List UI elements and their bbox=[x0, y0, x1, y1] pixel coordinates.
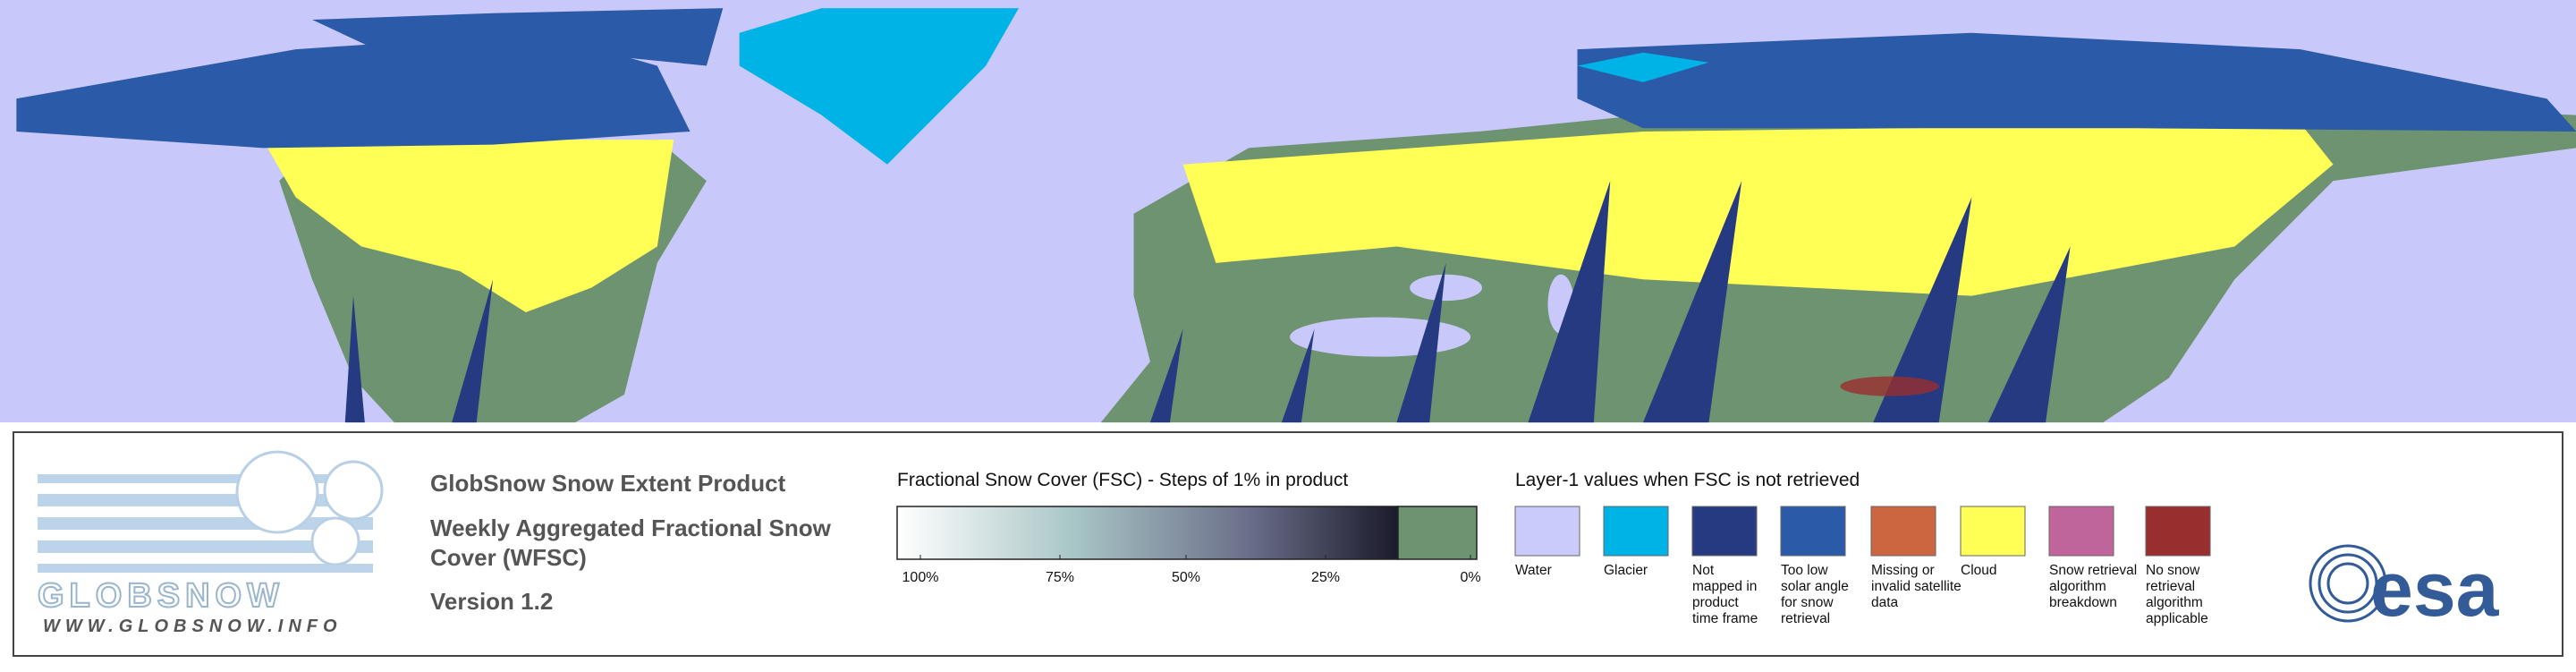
legend-swatch bbox=[1514, 506, 1580, 557]
legend-swatch bbox=[1780, 506, 1846, 557]
legend-swatch bbox=[1960, 506, 2026, 557]
legend-swatch bbox=[2145, 506, 2211, 557]
legend-label: algorithm bbox=[2049, 579, 2106, 594]
legend-label: solar angle bbox=[1781, 579, 1849, 594]
agency-name: esa bbox=[2370, 547, 2500, 633]
product-subtitle: Cover (WFSC) bbox=[430, 544, 587, 571]
legend-label: data bbox=[1871, 595, 1899, 610]
fsc-tick-label: 75% bbox=[1046, 570, 1074, 585]
product-subtitle: Weekly Aggregated Fractional Snow bbox=[430, 515, 832, 541]
legend-label: Cloud bbox=[1961, 563, 1997, 578]
legend-label: No snow bbox=[2146, 563, 2200, 578]
fsc-ticks: 100% 75% 50% 25% 0% bbox=[902, 555, 1481, 585]
product-version: Version 1.2 bbox=[430, 588, 553, 615]
legend-swatch bbox=[1870, 506, 1936, 557]
legend-label: algorithm bbox=[2146, 595, 2203, 610]
legend-label: Too low bbox=[1781, 563, 1828, 578]
fsc-tick-label: 0% bbox=[1460, 570, 1480, 585]
legend-label: Missing or bbox=[1871, 563, 1935, 578]
legend-label: for snow bbox=[1781, 595, 1834, 610]
landmasses bbox=[16, 8, 2576, 423]
legend-label: Snow retrieval bbox=[2049, 563, 2137, 578]
legend-label: Water bbox=[1515, 563, 1552, 578]
fsc-tick-label: 100% bbox=[902, 570, 939, 585]
legend-label: breakdown bbox=[2049, 595, 2117, 610]
legend-label: Glacier bbox=[1604, 563, 1648, 578]
legend-label: product bbox=[1692, 595, 1739, 610]
fsc-colorbar bbox=[896, 506, 1399, 560]
logo-name: GLOBSNOW bbox=[38, 577, 284, 615]
globsnow-logo: GLOBSNOW WWW.GLOBSNOW.INFO bbox=[37, 450, 384, 636]
legend-swatch bbox=[1603, 506, 1669, 557]
logo-url: WWW.GLOBSNOW.INFO bbox=[43, 617, 343, 636]
map bbox=[0, 0, 2576, 423]
legend-label: applicable bbox=[2146, 611, 2208, 626]
product-title: GlobSnow Snow Extent Product bbox=[430, 470, 786, 497]
fsc-tick-label: 50% bbox=[1172, 570, 1200, 585]
legend-label: mapped in bbox=[1692, 579, 1757, 594]
fsc-tick-label: 25% bbox=[1311, 570, 1340, 585]
layer1-title: Layer-1 values when FSC is not retrieved bbox=[1515, 470, 1860, 490]
legend-label: invalid satellite bbox=[1871, 579, 1962, 594]
legend-swatch bbox=[1691, 506, 1758, 557]
legend-label: time frame bbox=[1692, 611, 1758, 626]
legend-swatch bbox=[2048, 506, 2114, 557]
esa-logo: esa bbox=[2309, 544, 2500, 633]
legend-label: retrieval bbox=[1781, 611, 1830, 626]
legend-label: Not bbox=[1692, 563, 1715, 578]
legend-label: retrieval bbox=[2146, 579, 2195, 594]
fsc-no-snow bbox=[1397, 506, 1478, 560]
fsc-title: Fractional Snow Cover (FSC) - Steps of 1… bbox=[897, 470, 1348, 490]
